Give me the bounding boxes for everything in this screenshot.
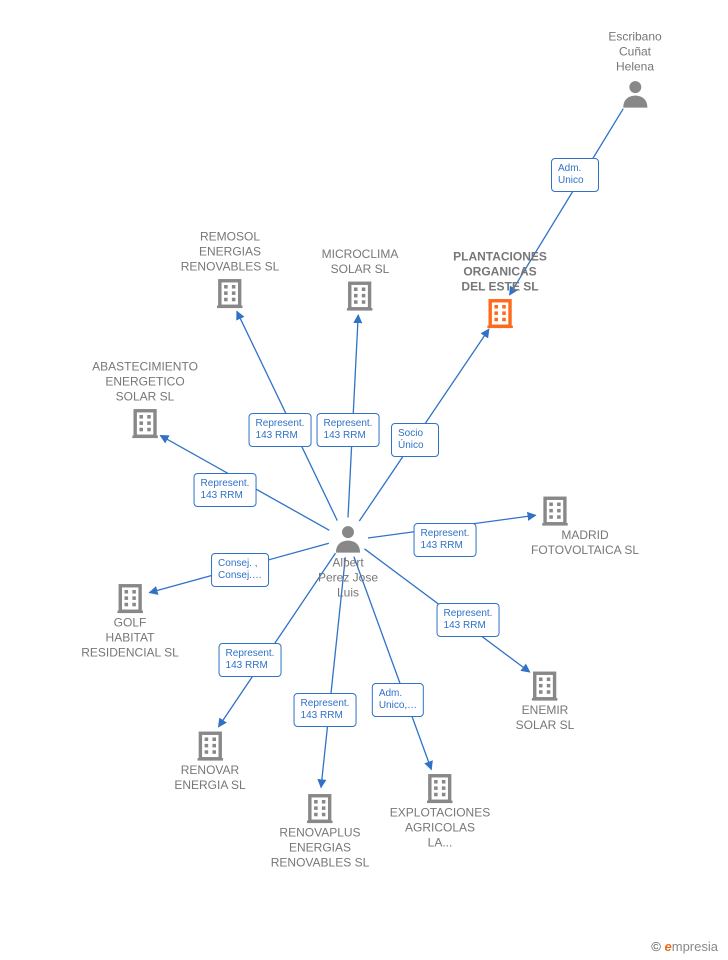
edge-label: Represent. 143 RRM: [294, 693, 357, 727]
building-icon: [92, 407, 198, 441]
brand-rest: mpresia: [672, 939, 718, 954]
node-microclima[interactable]: MICROCLIMA SOLAR SL: [322, 247, 399, 313]
node-label: ENEMIR SOLAR SL: [516, 703, 575, 733]
edge-label: Represent. 143 RRM: [414, 523, 477, 557]
building-icon: [174, 729, 245, 763]
node-label: Escribano Cuñat Helena: [608, 30, 661, 75]
node-label: GOLF HABITAT RESIDENCIAL SL: [81, 616, 179, 661]
node-label: MICROCLIMA SOLAR SL: [322, 247, 399, 277]
edge-label: Adm. Unico,…: [372, 683, 424, 717]
node-albert[interactable]: Albert Perez Jose Luis: [318, 520, 378, 601]
node-plantaciones[interactable]: PLANTACIONES ORGANICAS DEL ESTE SL: [453, 250, 547, 331]
node-label: RENOVAR ENERGIA SL: [174, 763, 245, 793]
node-enemir[interactable]: ENEMIR SOLAR SL: [516, 667, 575, 733]
node-remosol[interactable]: REMOSOL ENERGIAS RENOVABLES SL: [181, 230, 279, 311]
edge-label: Consej. , Consej.…: [211, 553, 269, 587]
node-label: PLANTACIONES ORGANICAS DEL ESTE SL: [453, 250, 547, 295]
node-madrid[interactable]: MADRID FOTOVOLTAICA SL: [501, 492, 609, 558]
copyright-symbol: ©: [651, 939, 661, 954]
person-icon: [608, 77, 661, 111]
building-icon: [181, 277, 279, 311]
node-label: REMOSOL ENERGIAS RENOVABLES SL: [181, 230, 279, 275]
node-abastecimiento[interactable]: ABASTECIMIENTO ENERGETICO SOLAR SL: [92, 360, 198, 441]
building-icon: [390, 772, 490, 806]
node-explotaciones[interactable]: EXPLOTACIONES AGRICOLAS LA...: [390, 770, 490, 851]
node-label: MADRID FOTOVOLTAICA SL: [531, 528, 639, 558]
node-escribano[interactable]: Escribano Cuñat Helena: [608, 30, 661, 111]
building-icon: [322, 279, 399, 313]
edge-label: Represent. 143 RRM: [317, 413, 380, 447]
person-icon: [318, 522, 378, 556]
node-label: EXPLOTACIONES AGRICOLAS LA...: [390, 806, 490, 851]
building-icon: [271, 792, 369, 826]
building-icon: [453, 297, 547, 331]
diagram-canvas: Escribano Cuñat Helena Albert Perez Jose …: [0, 0, 728, 960]
edge-label: Represent. 143 RRM: [194, 473, 257, 507]
edge-label: Represent. 143 RRM: [219, 643, 282, 677]
building-icon: [501, 494, 609, 528]
node-label: ABASTECIMIENTO ENERGETICO SOLAR SL: [92, 360, 198, 405]
node-renovaplus[interactable]: RENOVAPLUS ENERGIAS RENOVABLES SL: [271, 790, 369, 871]
edge-label: Represent. 143 RRM: [437, 603, 500, 637]
watermark: © empresia: [651, 939, 718, 954]
building-icon: [81, 582, 179, 616]
edge-label: Represent. 143 RRM: [249, 413, 312, 447]
node-golf[interactable]: GOLF HABITAT RESIDENCIAL SL: [81, 580, 179, 661]
node-label: Albert Perez Jose Luis: [318, 556, 378, 601]
node-label: RENOVAPLUS ENERGIAS RENOVABLES SL: [271, 826, 369, 871]
brand-c: e: [665, 939, 672, 954]
edge-label: Adm. Unico: [551, 158, 599, 192]
node-renovar[interactable]: RENOVAR ENERGIA SL: [174, 727, 245, 793]
building-icon: [516, 669, 575, 703]
edge-label: Socio Único: [391, 423, 439, 457]
